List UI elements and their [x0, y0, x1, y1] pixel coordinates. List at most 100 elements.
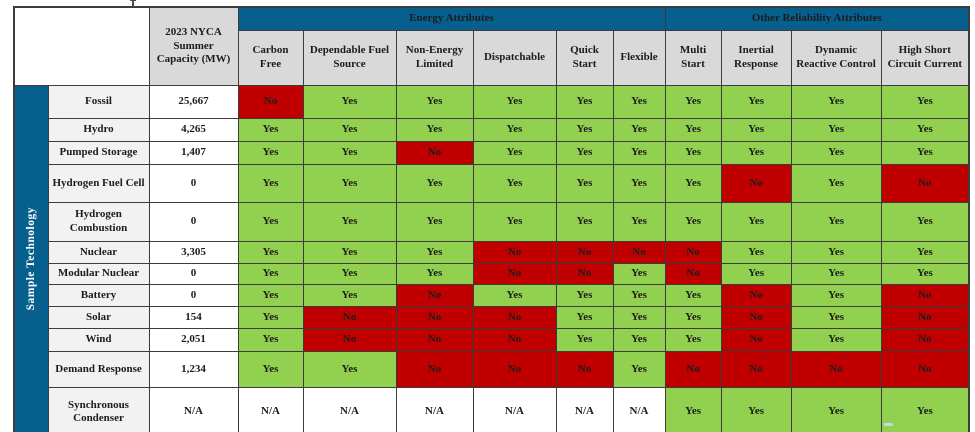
attribute-value-dependable-fuel-source: Yes [302, 241, 397, 264]
attribute-header-carbon-free: Carbon Free [237, 30, 304, 86]
attribute-value-non-energy-limited: Yes [395, 263, 474, 285]
capacity-value: 25,667 [148, 85, 239, 119]
attribute-header-row: Carbon Free Dependable Fuel Source Non-Ene… [14, 30, 970, 86]
attribute-value-quick-start: No [555, 351, 614, 388]
other-reliability-attributes-group-header: Other Reliability Attributes [664, 6, 970, 31]
attribute-value-flexible: Yes [612, 263, 666, 285]
capacity-value: 154 [148, 306, 239, 329]
attribute-value-non-energy-limited: Yes [395, 241, 474, 264]
attribute-value-dispatchable: Yes [472, 202, 557, 242]
attribute-value-multi-start: Yes [664, 85, 722, 119]
technology-name: Modular Nuclear [47, 263, 150, 285]
attribute-value-carbon-free: Yes [237, 118, 304, 142]
attribute-header-dispatchable: Dispatchable [472, 30, 557, 86]
attribute-value-dispatchable: No [472, 351, 557, 388]
attribute-value-dependable-fuel-source: Yes [302, 351, 397, 388]
attribute-value-multi-start: No [664, 351, 722, 388]
energy-attributes-group-header: Energy Attributes [237, 6, 666, 31]
attribute-value-flexible: Yes [612, 202, 666, 242]
attribute-value-flexible: N/A [612, 387, 666, 432]
attribute-value-quick-start: Yes [555, 141, 614, 165]
technology-name: Demand Response [47, 351, 150, 388]
attribute-value-high-short-circuit-current: No [880, 351, 970, 388]
attribute-value-quick-start: No [555, 263, 614, 285]
attribute-value-dependable-fuel-source: Yes [302, 118, 397, 142]
table-row-pumped-storage: Pumped Storage 1,407 Yes Yes No Yes Yes Yes Yes Y… [14, 141, 970, 165]
attribute-value-quick-start: Yes [555, 164, 614, 203]
attribute-value-high-short-circuit-current: Yes [880, 263, 970, 285]
capacity-value: 1,234 [148, 351, 239, 388]
attribute-value-non-energy-limited: N/A [395, 387, 474, 432]
capacity-value: 0 [148, 202, 239, 242]
attribute-value-non-energy-limited: Yes [395, 85, 474, 119]
attribute-value-quick-start: N/A [555, 387, 614, 432]
attribute-value-carbon-free: Yes [237, 141, 304, 165]
attribute-value-dispatchable: N/A [472, 387, 557, 432]
attribute-value-non-energy-limited: No [395, 284, 474, 307]
attribute-value-dynamic-reactive-control: Yes [790, 164, 882, 203]
attribute-value-carbon-free: N/A [237, 387, 304, 432]
text-cursor [130, 0, 136, 9]
attribute-value-inertial-response: No [720, 351, 792, 388]
technology-name: Wind [47, 328, 150, 352]
attribute-value-inertial-response: Yes [720, 85, 792, 119]
corner-cell [13, 6, 150, 86]
attribute-value-inertial-response: Yes [720, 141, 792, 165]
attribute-value-multi-start: Yes [664, 202, 722, 242]
attribute-value-carbon-free: Yes [237, 241, 304, 264]
attribute-value-quick-start: Yes [555, 284, 614, 307]
attribute-value-inertial-response: Yes [720, 387, 792, 432]
attribute-value-inertial-response: Yes [720, 118, 792, 142]
attribute-header-high-short-circuit-current: High Short Circuit Current [880, 30, 970, 86]
attribute-value-non-energy-limited: No [395, 306, 474, 329]
capacity-value: 0 [148, 284, 239, 307]
attribute-value-flexible: Yes [612, 351, 666, 388]
technology-name: Fossil [47, 85, 150, 119]
attribute-value-quick-start: Yes [555, 202, 614, 242]
capacity-value: 2,051 [148, 328, 239, 352]
attribute-value-dynamic-reactive-control: Yes [790, 141, 882, 165]
attribute-header-dependable-fuel-source: Dependable Fuel Source [302, 30, 397, 86]
attribute-value-carbon-free: Yes [237, 202, 304, 242]
table-row-modular-nuclear: Modular Nuclear 0 Yes Yes Yes No No Yes No Yes Yes… [14, 263, 970, 285]
attribute-value-non-energy-limited: No [395, 141, 474, 165]
technology-attributes-table: 2023 NYCA Summer Capacity (MW) Energy At… [13, 6, 971, 432]
attribute-value-dynamic-reactive-control: No [790, 351, 882, 388]
attribute-header-quick-start: Quick Start [555, 30, 614, 86]
sample-technology-label: Sample Technology [25, 207, 38, 311]
attribute-value-multi-start: No [664, 241, 722, 264]
group-header-row: 2023 NYCA Summer Capacity (MW) Energy At… [13, 6, 970, 86]
technology-name: Hydrogen Combustion [47, 202, 150, 242]
attribute-value-dependable-fuel-source: No [302, 306, 397, 329]
attribute-value-dynamic-reactive-control: Yes [790, 387, 882, 432]
attribute-value-quick-start: Yes [555, 118, 614, 142]
attribute-value-inertial-response: Yes [720, 202, 792, 242]
capacity-value: 0 [148, 263, 239, 285]
attribute-value-non-energy-limited: Yes [395, 202, 474, 242]
row-group-label-cell: Sample Technology [13, 85, 49, 432]
attribute-value-flexible: Yes [612, 306, 666, 329]
table-row-hydrogen-fuel-cell: Hydrogen Fuel Cell 0 Yes Yes Yes Yes Yes Yes Yes… [14, 164, 970, 203]
attribute-value-multi-start: Yes [664, 328, 722, 352]
attribute-value-dispatchable: No [472, 328, 557, 352]
attribute-header-dynamic-reactive-control: Dynamic Reactive Control [790, 30, 882, 86]
attribute-value-high-short-circuit-current: No [880, 164, 970, 203]
table-row-fossil: Sample Technology Fossil 25,667 No Yes Yes Yes… [13, 85, 970, 432]
attribute-value-dispatchable: No [472, 241, 557, 264]
attribute-value-carbon-free: Yes [237, 328, 304, 352]
attribute-value-high-short-circuit-current: Yes [880, 202, 970, 242]
technology-name: Synchronous Condenser [47, 387, 150, 432]
attribute-value-multi-start: Yes [664, 141, 722, 165]
attribute-value-dispatchable: Yes [472, 85, 557, 119]
attribute-value-dispatchable: Yes [472, 141, 557, 165]
attribute-value-flexible: Yes [612, 164, 666, 203]
attribute-value-dynamic-reactive-control: Yes [790, 284, 882, 307]
attribute-value-quick-start: Yes [555, 85, 614, 119]
attribute-value-high-short-circuit-current: Yes [880, 141, 970, 165]
attribute-value-high-short-circuit-current: No [880, 284, 970, 307]
table-row-wind: Wind 2,051 Yes No No No Yes Yes Yes No Yes No [14, 328, 970, 352]
table-row-demand-response: Demand Response 1,234 Yes Yes No No No Yes No No N… [14, 351, 970, 388]
attribute-value-carbon-free: No [237, 85, 304, 119]
technology-name: Nuclear [47, 241, 150, 264]
